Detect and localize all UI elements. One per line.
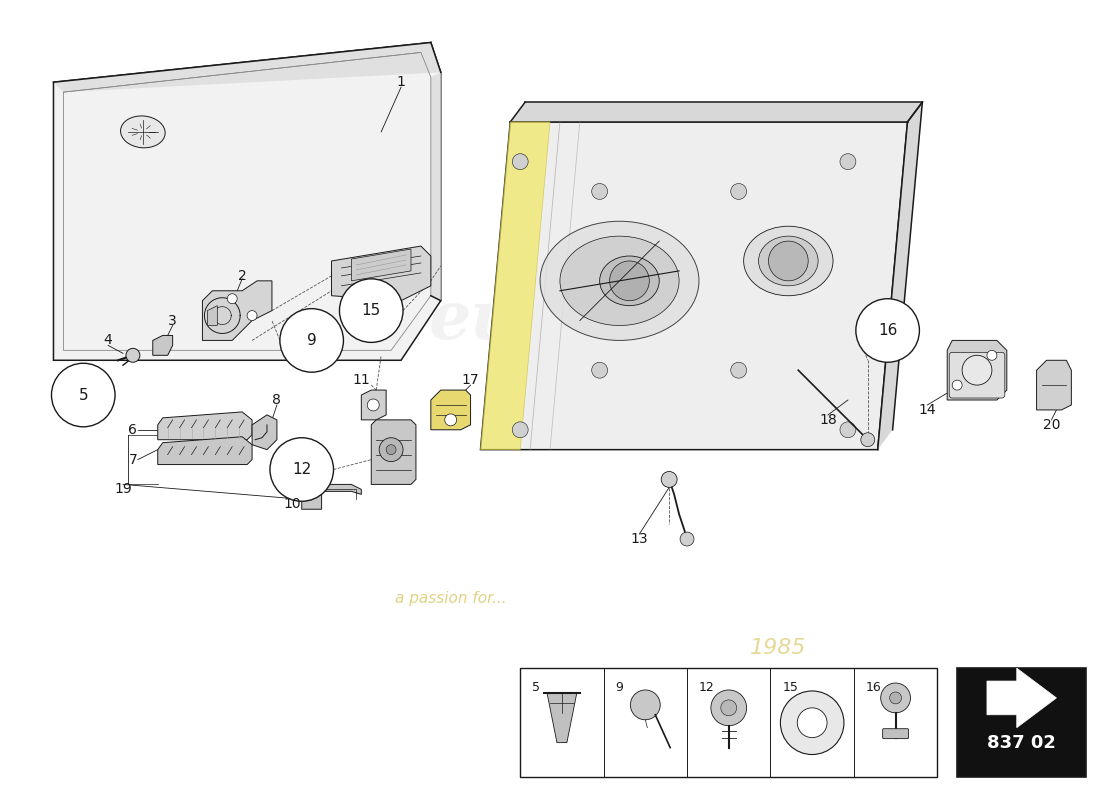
Text: a passion for...: a passion for... — [395, 591, 506, 606]
Polygon shape — [351, 249, 411, 281]
Text: sares: sares — [600, 288, 795, 353]
Circle shape — [730, 183, 747, 199]
Text: 15: 15 — [782, 682, 799, 694]
Circle shape — [513, 422, 528, 438]
Text: 7: 7 — [129, 453, 138, 466]
Circle shape — [953, 380, 962, 390]
Circle shape — [592, 183, 607, 199]
Circle shape — [379, 438, 403, 462]
Circle shape — [769, 241, 808, 281]
Ellipse shape — [540, 222, 698, 341]
Ellipse shape — [759, 236, 818, 286]
Text: 16: 16 — [878, 323, 898, 338]
Text: 9: 9 — [307, 333, 317, 348]
Circle shape — [987, 350, 997, 360]
Polygon shape — [331, 246, 431, 301]
Polygon shape — [878, 102, 923, 450]
Text: 3: 3 — [168, 314, 177, 327]
Ellipse shape — [744, 226, 833, 296]
Polygon shape — [157, 437, 252, 465]
Circle shape — [52, 363, 116, 427]
Text: 8: 8 — [273, 393, 282, 407]
Ellipse shape — [600, 256, 659, 306]
Text: 15: 15 — [362, 303, 381, 318]
Polygon shape — [157, 412, 252, 440]
Circle shape — [270, 438, 333, 502]
FancyBboxPatch shape — [520, 668, 937, 778]
Text: 14: 14 — [918, 403, 936, 417]
Circle shape — [680, 532, 694, 546]
Text: euro: euro — [429, 288, 600, 353]
Text: 20: 20 — [1043, 418, 1060, 432]
Text: 4: 4 — [103, 334, 112, 347]
Polygon shape — [1036, 360, 1071, 410]
Polygon shape — [947, 341, 1007, 400]
Text: 5: 5 — [78, 387, 88, 402]
Text: 17: 17 — [462, 373, 480, 387]
Text: 11: 11 — [352, 373, 371, 387]
Polygon shape — [510, 102, 923, 122]
Circle shape — [711, 690, 747, 726]
Polygon shape — [153, 335, 173, 355]
Circle shape — [513, 154, 528, 170]
Polygon shape — [208, 306, 218, 326]
Circle shape — [444, 414, 456, 426]
Polygon shape — [54, 42, 441, 360]
Circle shape — [780, 691, 844, 754]
Text: 1: 1 — [397, 75, 406, 90]
Circle shape — [367, 399, 380, 411]
Polygon shape — [547, 693, 576, 742]
FancyBboxPatch shape — [949, 352, 1004, 398]
Polygon shape — [252, 415, 277, 450]
Text: 19: 19 — [114, 482, 132, 496]
Text: 16: 16 — [866, 682, 881, 694]
Polygon shape — [431, 72, 441, 301]
Polygon shape — [301, 485, 361, 510]
Polygon shape — [372, 420, 416, 485]
Circle shape — [890, 692, 902, 704]
Circle shape — [730, 362, 747, 378]
Text: 13: 13 — [630, 532, 648, 546]
Circle shape — [592, 362, 607, 378]
Circle shape — [881, 683, 911, 713]
Circle shape — [861, 433, 875, 446]
Text: 9: 9 — [616, 682, 624, 694]
Circle shape — [661, 471, 678, 487]
FancyBboxPatch shape — [882, 729, 909, 738]
Text: 6: 6 — [129, 422, 138, 437]
Text: 837 02: 837 02 — [988, 734, 1056, 752]
Polygon shape — [481, 122, 908, 450]
Polygon shape — [54, 42, 441, 92]
Circle shape — [126, 348, 140, 362]
Circle shape — [720, 700, 737, 716]
Text: 12: 12 — [698, 682, 715, 694]
Polygon shape — [431, 390, 471, 430]
Ellipse shape — [560, 236, 679, 326]
Circle shape — [630, 690, 660, 720]
Text: 1985: 1985 — [750, 638, 806, 658]
Polygon shape — [202, 281, 272, 341]
Polygon shape — [481, 122, 550, 450]
Circle shape — [228, 294, 238, 304]
Circle shape — [248, 310, 257, 321]
Circle shape — [279, 309, 343, 372]
Circle shape — [386, 445, 396, 454]
Circle shape — [840, 422, 856, 438]
Polygon shape — [361, 390, 386, 420]
Text: 12: 12 — [293, 462, 311, 477]
FancyBboxPatch shape — [957, 668, 1087, 778]
Circle shape — [340, 279, 403, 342]
Circle shape — [798, 708, 827, 738]
Polygon shape — [987, 668, 1056, 728]
Ellipse shape — [121, 116, 165, 148]
Circle shape — [840, 154, 856, 170]
Circle shape — [962, 355, 992, 385]
Text: 18: 18 — [820, 413, 837, 427]
Text: 10: 10 — [283, 498, 300, 511]
Circle shape — [609, 261, 649, 301]
Circle shape — [856, 298, 920, 362]
Text: 5: 5 — [532, 682, 540, 694]
Text: 2: 2 — [238, 269, 246, 283]
